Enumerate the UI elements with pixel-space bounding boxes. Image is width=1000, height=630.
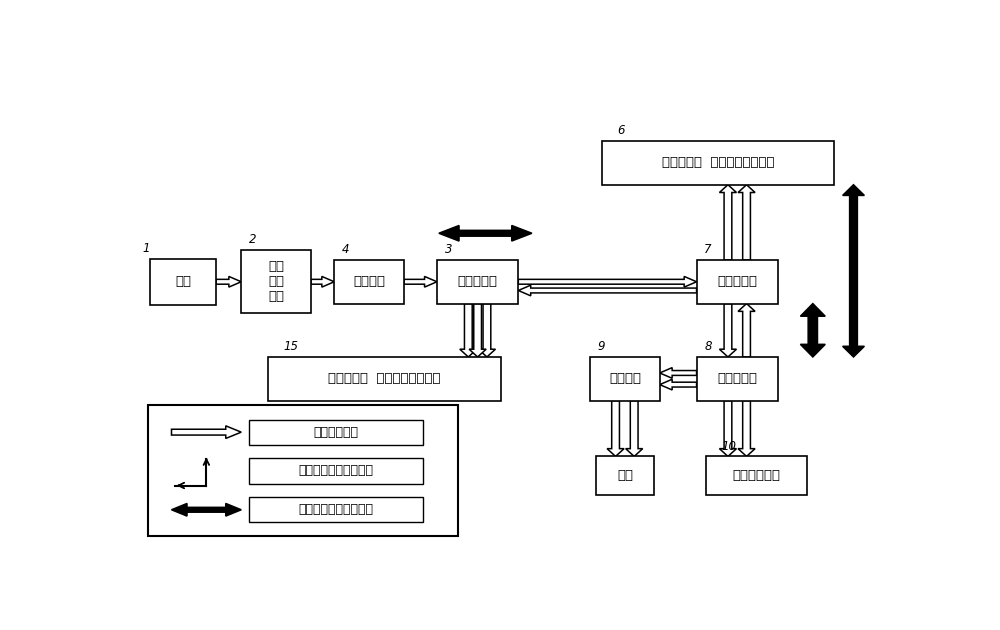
Polygon shape xyxy=(719,304,736,357)
Polygon shape xyxy=(216,277,241,287)
Text: 三通阀通电时气体通道: 三通阀通电时气体通道 xyxy=(299,503,374,516)
FancyBboxPatch shape xyxy=(249,459,423,484)
Text: 三通阀断电时气体通道: 三通阀断电时气体通道 xyxy=(299,464,374,478)
Text: 第二三通阀: 第二三通阀 xyxy=(717,275,757,289)
Polygon shape xyxy=(800,304,825,357)
Polygon shape xyxy=(738,185,755,260)
Text: 气体流动方向: 气体流动方向 xyxy=(314,426,359,438)
Text: 2: 2 xyxy=(249,233,256,246)
Text: 大气: 大气 xyxy=(617,469,633,483)
FancyBboxPatch shape xyxy=(148,406,458,537)
FancyBboxPatch shape xyxy=(602,141,834,185)
Text: 面罩: 面罩 xyxy=(175,275,191,289)
Text: 第一三通阀: 第一三通阀 xyxy=(458,275,498,289)
Text: 第三三通阀: 第三三通阀 xyxy=(717,372,757,386)
Polygon shape xyxy=(478,304,495,357)
Text: 第一气压计  第一气体收集机构: 第一气压计 第一气体收集机构 xyxy=(662,156,774,169)
Text: 第二气泵: 第二气泵 xyxy=(609,372,641,386)
Polygon shape xyxy=(460,304,477,357)
FancyBboxPatch shape xyxy=(706,456,807,495)
FancyBboxPatch shape xyxy=(268,357,501,401)
Polygon shape xyxy=(660,379,697,390)
Text: 第一气压计  第二气体收集机构: 第一气压计 第二气体收集机构 xyxy=(328,372,441,386)
Text: 10: 10 xyxy=(722,440,737,452)
Text: 气体检测装置: 气体检测装置 xyxy=(733,469,781,483)
Text: 第一气泵: 第一气泵 xyxy=(353,275,385,289)
Text: 8: 8 xyxy=(704,340,712,353)
FancyBboxPatch shape xyxy=(590,357,660,401)
Polygon shape xyxy=(439,226,532,241)
Text: 15: 15 xyxy=(284,340,299,353)
Polygon shape xyxy=(719,401,736,456)
Polygon shape xyxy=(469,304,486,357)
FancyBboxPatch shape xyxy=(150,259,216,305)
Polygon shape xyxy=(311,277,334,287)
Text: 7: 7 xyxy=(704,243,712,256)
FancyBboxPatch shape xyxy=(249,497,423,522)
Polygon shape xyxy=(172,426,241,438)
FancyBboxPatch shape xyxy=(437,260,518,304)
Text: 1: 1 xyxy=(142,242,150,255)
Polygon shape xyxy=(843,185,864,357)
Polygon shape xyxy=(738,304,755,357)
Polygon shape xyxy=(518,285,697,296)
Polygon shape xyxy=(738,401,755,456)
Polygon shape xyxy=(607,401,624,456)
Polygon shape xyxy=(660,368,697,378)
Text: 6: 6 xyxy=(617,124,625,137)
Polygon shape xyxy=(719,185,736,260)
Text: 9: 9 xyxy=(598,340,605,353)
Polygon shape xyxy=(626,401,643,456)
FancyBboxPatch shape xyxy=(697,260,778,304)
Text: 4: 4 xyxy=(342,243,350,256)
Polygon shape xyxy=(518,277,697,287)
Text: 简单
过滤
装置: 简单 过滤 装置 xyxy=(268,260,284,303)
Text: 3: 3 xyxy=(445,243,452,256)
Polygon shape xyxy=(172,503,241,516)
FancyBboxPatch shape xyxy=(334,260,404,304)
FancyBboxPatch shape xyxy=(697,357,778,401)
FancyBboxPatch shape xyxy=(241,250,311,313)
FancyBboxPatch shape xyxy=(596,456,654,495)
FancyBboxPatch shape xyxy=(249,420,423,445)
Polygon shape xyxy=(404,277,437,287)
